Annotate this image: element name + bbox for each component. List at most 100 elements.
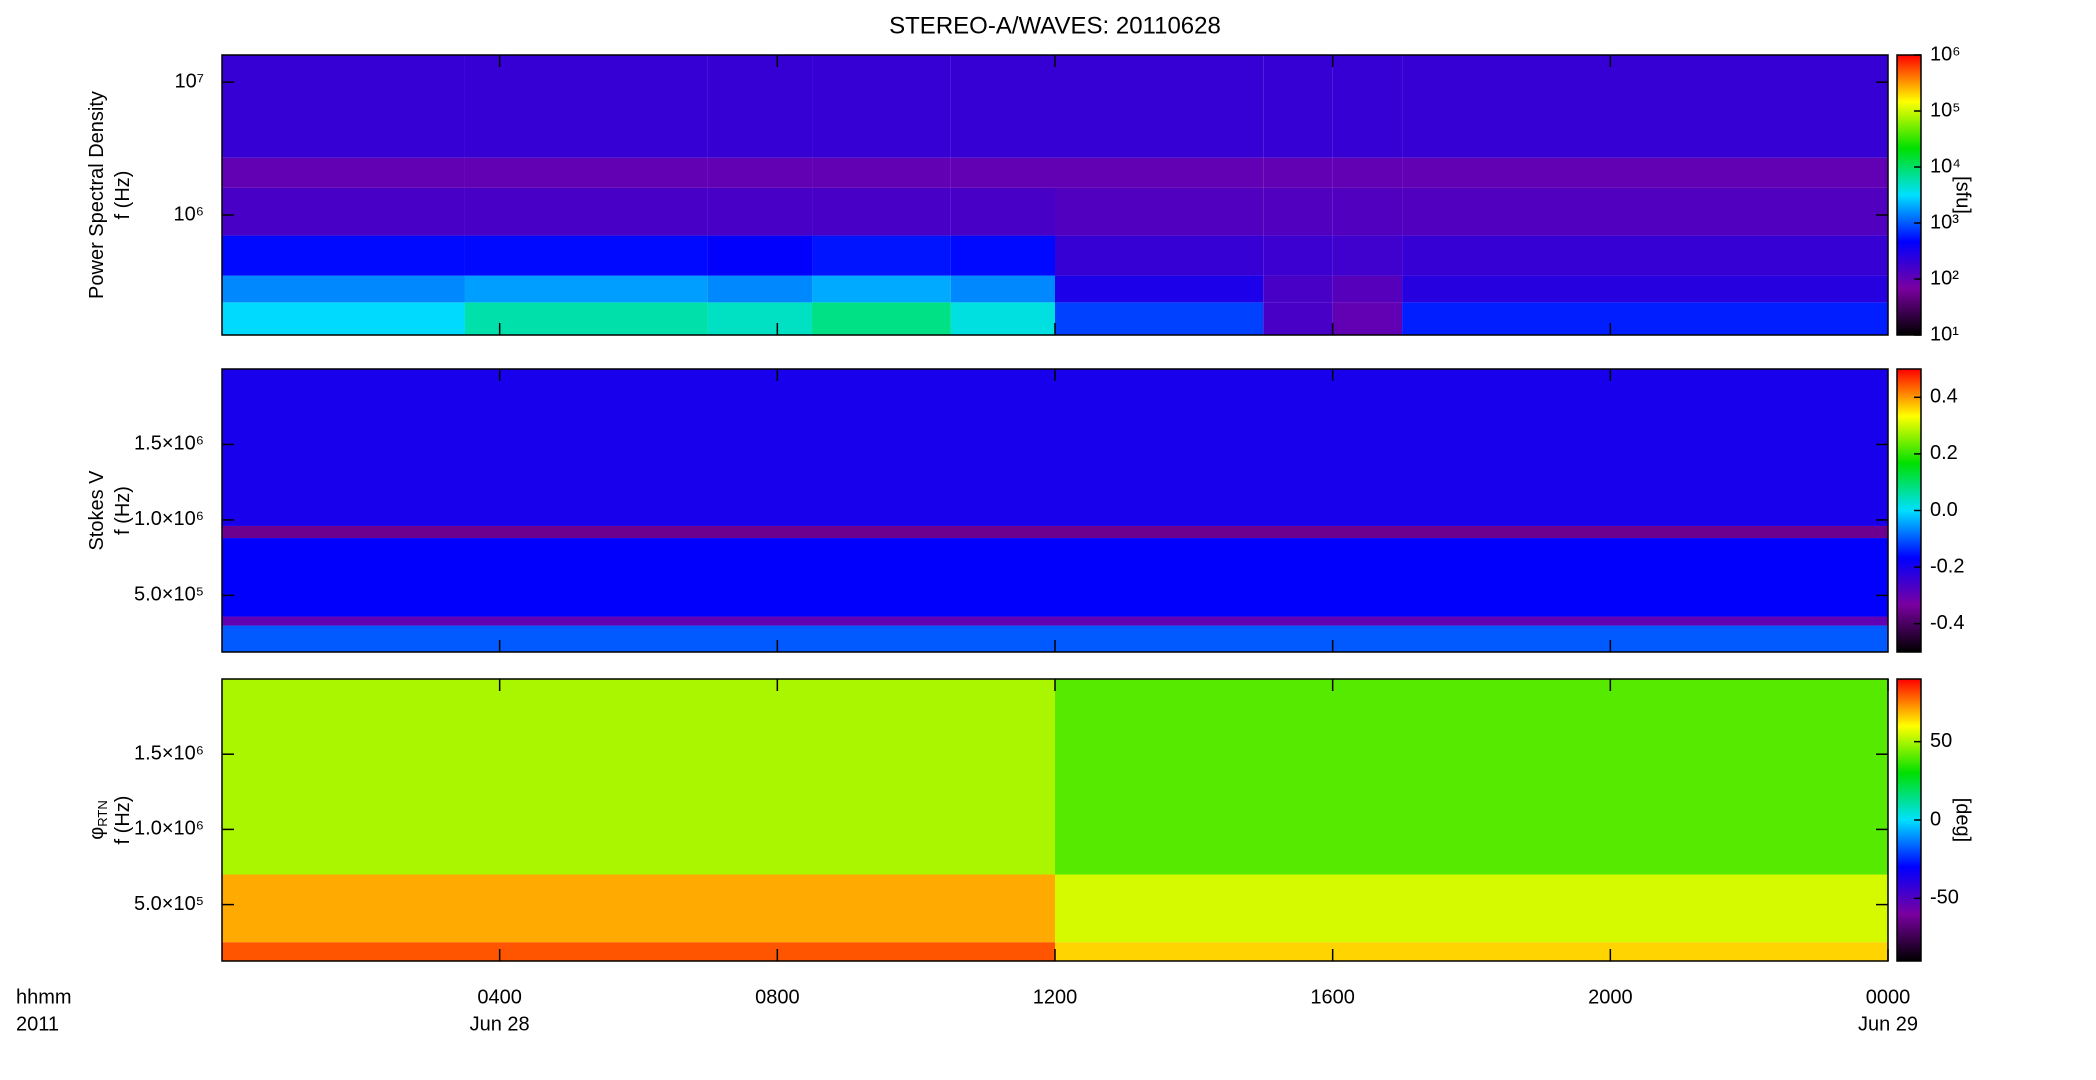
x-tick-label: 0000 xyxy=(1866,986,1911,1008)
heatmap-cell xyxy=(1055,679,1888,875)
date-label: Jun 28 xyxy=(470,1013,530,1035)
heatmap-cell xyxy=(707,275,813,303)
heatmap-cell xyxy=(222,187,465,236)
x-tick-label: 1600 xyxy=(1310,986,1355,1008)
heatmap-cell xyxy=(222,942,1055,961)
heatmap-cell xyxy=(1402,55,1888,158)
colorbar-tick-label: 0 xyxy=(1930,808,1941,830)
heatmap-cell xyxy=(222,874,1055,943)
heatmap-cell xyxy=(950,302,1055,335)
heatmap-cell xyxy=(812,157,951,188)
y-tick-label: 1.5×10⁶ xyxy=(134,433,204,455)
y-axis-label-text: Power Spectral Density xyxy=(86,91,108,299)
colorbar-tick-label: -50 xyxy=(1930,887,1959,909)
heatmap-cell xyxy=(950,55,1055,158)
heatmap-cell xyxy=(464,55,708,158)
heatmap-cell xyxy=(222,525,1888,539)
heatmap-cell xyxy=(222,616,1888,626)
colorbar-tick-label: 10⁴ xyxy=(1930,155,1961,177)
heatmap-cell xyxy=(707,157,813,188)
y-tick-label: 1.5×10⁶ xyxy=(134,742,204,764)
heatmap-cell xyxy=(1263,275,1333,303)
colorbar-tick-label: -0.2 xyxy=(1930,555,1964,577)
heatmap-cell xyxy=(812,187,951,236)
colorbar-tick-label: 0.0 xyxy=(1930,499,1958,521)
heatmap-cell xyxy=(1402,187,1888,236)
y-axis-label-text: φ xyxy=(86,827,108,840)
heatmap-cell xyxy=(1402,235,1888,276)
heatmap-cell xyxy=(1332,187,1403,236)
date-label: Jun 29 xyxy=(1858,1013,1918,1035)
colorbar-tick-label: 10¹ xyxy=(1930,323,1959,345)
x-tick-label: 1200 xyxy=(1033,986,1078,1008)
x-tick-label: 0800 xyxy=(755,986,800,1008)
heatmap-cell xyxy=(950,187,1055,236)
colorbar-tick-label: 10⁵ xyxy=(1930,99,1961,121)
heatmap-cell xyxy=(1263,55,1333,158)
year-label: 2011 xyxy=(16,1013,59,1035)
y-tick-label: 5.0×10⁵ xyxy=(134,893,204,915)
colorbar-tick-label: 10³ xyxy=(1930,211,1959,233)
x-unit-label: hhmm xyxy=(16,986,72,1008)
y-axis-label: f (Hz) xyxy=(112,486,134,535)
heatmap-cell xyxy=(464,187,708,236)
colorbar-label: [deg] xyxy=(1952,798,1974,842)
heatmap-cell xyxy=(707,55,813,158)
heatmap-cell xyxy=(812,55,951,158)
heatmap-cell xyxy=(222,302,465,335)
heatmap-cell xyxy=(812,275,951,303)
heatmap-cell xyxy=(707,235,813,276)
y-axis-label-subscript: RTN xyxy=(95,800,110,826)
heatmap-cell xyxy=(222,235,465,276)
heatmap-cell xyxy=(222,275,465,303)
colorbar-tick-label: 10⁶ xyxy=(1930,43,1960,65)
y-axis-label-text: f (Hz) xyxy=(112,171,134,220)
y-axis-label: φRTN xyxy=(86,800,110,839)
colorbar-tick-label: 0.4 xyxy=(1930,386,1958,408)
y-tick-label: 1.0×10⁶ xyxy=(134,508,204,530)
y-tick-label: 10⁶ xyxy=(174,203,204,225)
heatmap-cell xyxy=(1055,55,1264,158)
heatmap-cell xyxy=(1332,157,1403,188)
y-axis-label-text: f (Hz) xyxy=(112,486,134,535)
heatmap-cell xyxy=(707,187,813,236)
heatmap-cell xyxy=(1402,302,1888,335)
heatmap-cell xyxy=(950,235,1055,276)
y-tick-label: 1.0×10⁶ xyxy=(134,818,204,840)
heatmap-cell xyxy=(1332,275,1403,303)
heatmap-cell xyxy=(812,302,951,335)
heatmap-cell xyxy=(1055,235,1264,276)
colorbar-label: [sfu] xyxy=(1952,176,1974,214)
x-tick-label: 0400 xyxy=(477,986,522,1008)
chart-title: STEREO-A/WAVES: 20110628 xyxy=(889,12,1221,39)
heatmap-cell xyxy=(707,302,813,335)
y-tick-label: 5.0×10⁵ xyxy=(134,584,204,606)
colorbar-tick-label: 50 xyxy=(1930,730,1952,752)
heatmap-cell xyxy=(222,157,465,188)
colorbar xyxy=(1896,368,1922,653)
heatmap-cell xyxy=(1332,55,1403,158)
heatmap-cell xyxy=(1263,302,1333,335)
colorbar-tick-label: -0.4 xyxy=(1930,612,1964,634)
x-tick-label: 2000 xyxy=(1588,986,1633,1008)
heatmap-cell xyxy=(464,302,708,335)
heatmap-cell xyxy=(1055,942,1888,961)
heatmap-cell xyxy=(1055,157,1264,188)
heatmap-cell xyxy=(950,275,1055,303)
heatmap-cell xyxy=(1055,187,1264,236)
heatmap-cell xyxy=(1263,235,1333,276)
heatmap-cell xyxy=(464,235,708,276)
heatmap-cell xyxy=(222,679,1055,875)
heatmap-cell xyxy=(1055,874,1888,943)
colorbar xyxy=(1896,54,1922,336)
heatmap-cell xyxy=(950,157,1055,188)
heatmap-cell xyxy=(464,157,708,188)
heatmap-cell xyxy=(1263,157,1333,188)
y-axis-label-text: Stokes V xyxy=(86,470,108,551)
heatmap-cell xyxy=(1332,302,1403,335)
heatmap-cell xyxy=(222,538,1888,617)
colorbar-tick-label: 0.2 xyxy=(1930,442,1958,464)
heatmap-cell xyxy=(222,55,465,158)
heatmap-cell xyxy=(1402,157,1888,188)
y-axis-label: f (Hz) xyxy=(112,796,134,845)
